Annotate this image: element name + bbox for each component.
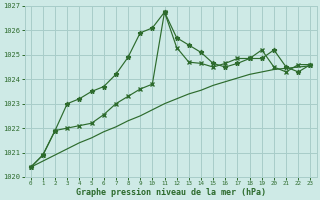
X-axis label: Graphe pression niveau de la mer (hPa): Graphe pression niveau de la mer (hPa) bbox=[76, 188, 266, 197]
